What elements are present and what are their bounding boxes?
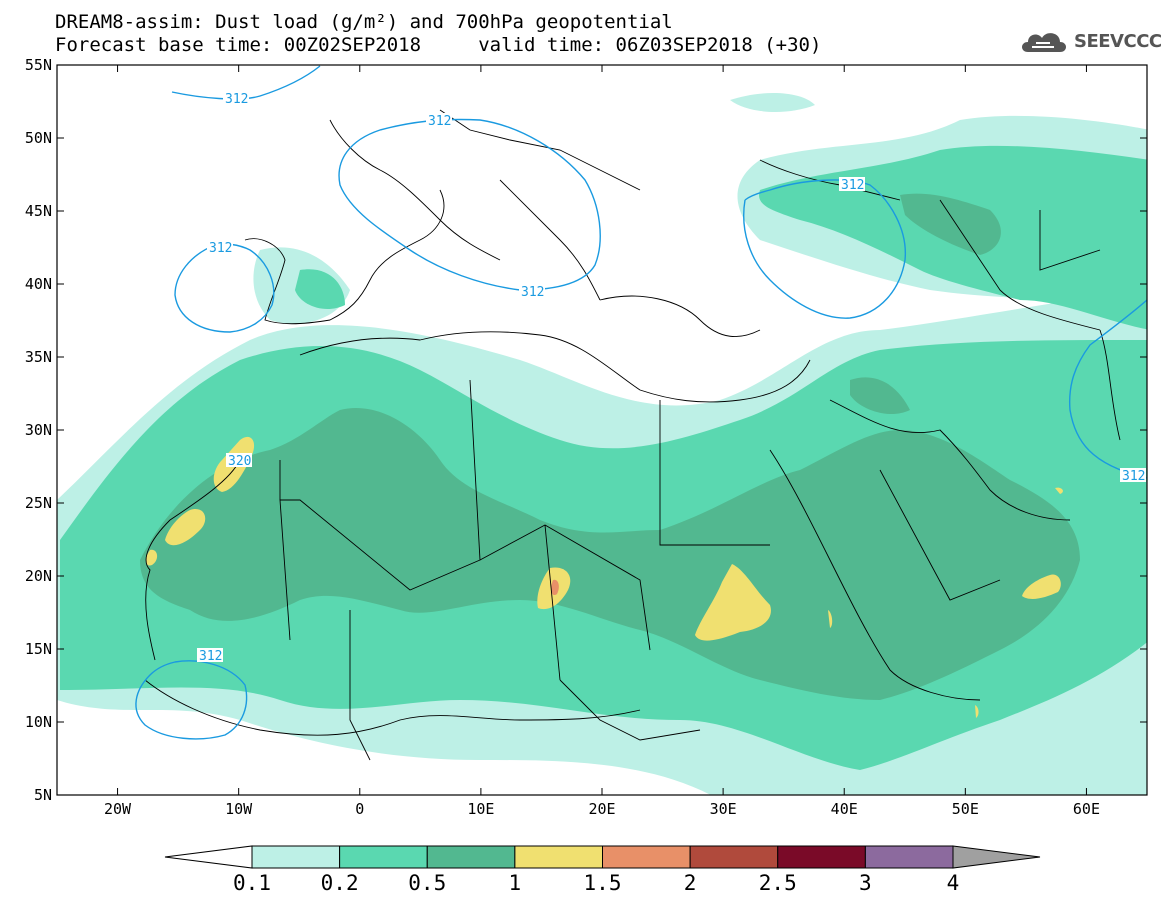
- colorbar-swatch: [426, 845, 516, 869]
- colorbar-label: 0.1: [233, 871, 271, 895]
- lon-tick-label: 30E: [710, 800, 737, 818]
- lat-tick-label: 55N: [25, 56, 52, 74]
- lon-tick-label: 0: [355, 800, 364, 818]
- colorbar-label: 0.5: [408, 871, 446, 895]
- title-line-1: DREAM8-assim: Dust load (g/m²) and 700hP…: [55, 11, 673, 33]
- contour-label-312-c: 312: [209, 241, 232, 256]
- contour-label-312-a: 312: [225, 92, 248, 107]
- lat-tick-label: 20N: [25, 567, 52, 585]
- lon-tick-label: 10W: [225, 800, 253, 818]
- contour-label-320: 320: [228, 454, 251, 469]
- lon-tick-label: 20W: [104, 800, 132, 818]
- colorbar-max-triangle: [952, 845, 1041, 869]
- title-line-2: Forecast base time: 00Z02SEP2018 valid t…: [55, 34, 822, 56]
- lat-tick-label: 25N: [25, 494, 52, 512]
- colorbar-swatch: [864, 845, 954, 869]
- lat-tick-label: 50N: [25, 129, 52, 147]
- borders: [144, 109, 1121, 761]
- colorbar-label: 1: [509, 871, 522, 895]
- lon-tick-label: 20E: [588, 800, 615, 818]
- contour-label-312-f: 312: [199, 649, 222, 664]
- colorbar-label: 4: [947, 871, 960, 895]
- dust-band-1.5: [551, 579, 559, 596]
- colorbar-swatch: [777, 845, 866, 869]
- colorbar-swatch: [602, 845, 691, 869]
- lat-tick-label: 5N: [34, 786, 52, 804]
- lat-tick-label: 10N: [25, 713, 52, 731]
- cloud-icon: [1022, 33, 1066, 52]
- lat-tick-label: 15N: [25, 640, 52, 658]
- contour-label-312-g: 312: [1122, 469, 1145, 484]
- colorbar-swatch: [339, 845, 428, 869]
- colorbar-label: 3: [859, 871, 872, 895]
- colorbar: 0.1 0.2 0.5 1 1.5 2 2.5 3 4: [164, 845, 1041, 895]
- colorbar-label: 1.5: [584, 871, 622, 895]
- colorbar-min-triangle: [164, 845, 253, 869]
- axis-labels: 55N 50N 45N 40N 35N 30N 25N 20N 15N 10N 5N 20W 10W 0 1…: [25, 56, 1100, 818]
- lon-tick-label: 50E: [952, 800, 979, 818]
- colorbar-swatch: [251, 845, 341, 869]
- colorbar-swatch: [514, 845, 603, 869]
- logo-text: SEEVCCC: [1074, 30, 1162, 52]
- colorbar-label: 2: [684, 871, 697, 895]
- dust-band-0.5: [140, 193, 1080, 700]
- colorbar-swatch: [689, 845, 779, 869]
- geopotential-contours: [135, 65, 1147, 740]
- dust-band-1: [146, 436, 1063, 718]
- contour-label-312-e: 312: [841, 178, 864, 193]
- axis-ticks: [57, 64, 1147, 796]
- lat-tick-label: 35N: [25, 348, 52, 366]
- lon-tick-label: 60E: [1073, 800, 1100, 818]
- lat-tick-label: 30N: [25, 421, 52, 439]
- lon-tick-label: 40E: [831, 800, 858, 818]
- contour-label-312-b: 312: [428, 114, 451, 129]
- colorbar-label: 0.2: [321, 871, 359, 895]
- seevccc-logo: SEEVCCC: [1018, 28, 1162, 54]
- lat-tick-label: 40N: [25, 275, 52, 293]
- contour-labels: 312 312 312 312 312 320 312 312: [197, 91, 1146, 664]
- lat-tick-label: 45N: [25, 202, 52, 220]
- contour-label-312-d: 312: [521, 285, 544, 300]
- lon-tick-label: 10E: [467, 800, 494, 818]
- colorbar-label: 2.5: [759, 871, 797, 895]
- dust-field: 312 312 312 312 312 320 312 312: [57, 65, 1147, 795]
